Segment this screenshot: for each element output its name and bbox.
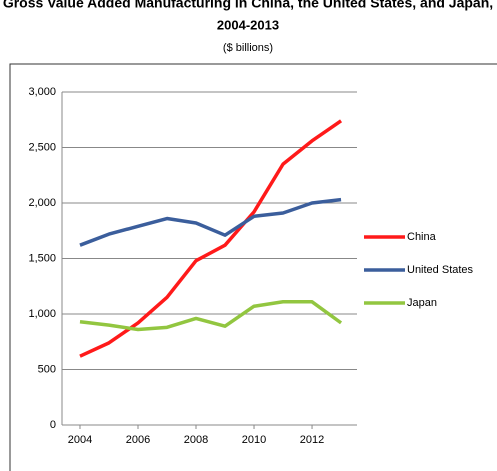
- y-tick-label: 3,000: [28, 86, 56, 98]
- y-tick-label: 2,000: [28, 197, 56, 209]
- x-tick-label: 2010: [242, 434, 266, 446]
- legend-label: United States: [407, 264, 474, 276]
- series-line: [79, 197, 342, 247]
- y-tick-label: 0: [50, 419, 56, 431]
- x-tick-label: 2006: [126, 434, 150, 446]
- legend-label: China: [407, 231, 437, 243]
- chart-title: Gross Value Added Manufacturing in China…: [3, 0, 493, 11]
- x-tick-label: 2004: [68, 434, 92, 446]
- series-line: [79, 300, 343, 332]
- y-tick-label: 500: [38, 363, 56, 375]
- chart-subtitle: 2004-2013: [217, 17, 279, 32]
- y-tick-label: 1,500: [28, 252, 56, 264]
- y-tick-label: 2,500: [28, 141, 56, 153]
- series-line: [79, 119, 343, 358]
- unit-label: ($ billions): [223, 42, 273, 54]
- x-tick-label: 2012: [300, 434, 324, 446]
- chart-frame: [9, 63, 497, 471]
- x-tick-label: 2008: [184, 434, 208, 446]
- legend-label: Japan: [407, 297, 437, 309]
- y-tick-label: 1,000: [28, 308, 56, 320]
